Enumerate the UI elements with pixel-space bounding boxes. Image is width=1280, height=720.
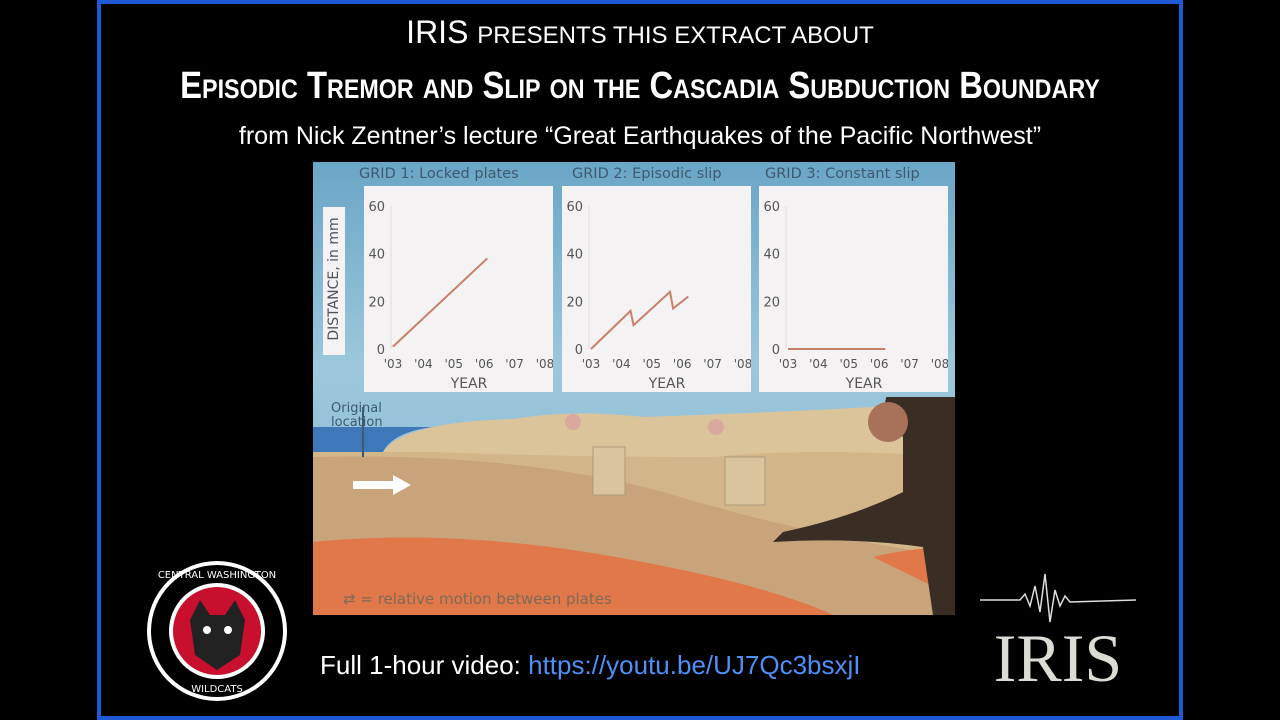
presenter-silhouette (773, 397, 955, 615)
svg-text:IRIS: IRIS (994, 620, 1122, 686)
x-tick-label: '03 (384, 357, 403, 371)
lecture-subtitle: from Nick Zentner’s lecture “Great Earth… (238, 122, 1042, 150)
x-tick-label: '05 (840, 357, 859, 371)
x-tick-label: '06 (870, 357, 889, 371)
plate-motion-arrow (353, 475, 411, 495)
footer-video-link: Full 1-hour video: https://youtu.be/UJ7Q… (320, 650, 861, 681)
chart-title-3: GRID 3: Constant slip (765, 166, 920, 182)
chart-1: 0 20 40 60 '03 '04 '05 '06 '07 '08 YEAR (368, 200, 553, 392)
y-tick-label: 40 (368, 248, 385, 263)
x-tick-label: '07 (505, 357, 524, 371)
x-tick-label: '03 (582, 357, 601, 371)
svg-text:CENTRAL WASHINGTON: CENTRAL WASHINGTON (158, 570, 276, 581)
y-tick-label: 0 (772, 343, 780, 358)
y-tick-label: 20 (566, 295, 583, 310)
legend-text: = relative motion between plates (360, 590, 612, 608)
x-tick-label: '04 (809, 357, 828, 371)
x-axis-label: YEAR (450, 376, 488, 392)
presents-text: presents this extract about (477, 22, 874, 49)
y-axis-label-box: DISTANCE, in mm (323, 207, 345, 355)
y-tick-label: 0 (377, 343, 385, 358)
svg-text:WILDCATS: WILDCATS (191, 684, 243, 695)
iris-logo: IRIS (980, 573, 1136, 686)
y-tick-label: 40 (763, 248, 780, 263)
lecture-photo: DISTANCE, in mm GRID 1: Locked plates GR… (313, 162, 955, 615)
cwu-wildcats-logo: CENTRAL WASHINGTON WILDCATS (147, 561, 287, 701)
y-tick-label: 40 (566, 248, 583, 263)
footer-label: Full 1-hour video: (320, 650, 521, 680)
data-line (392, 257, 488, 348)
x-tick-label: '04 (414, 357, 433, 371)
y-tick-label: 20 (763, 295, 780, 310)
x-tick-label: '04 (612, 357, 631, 371)
video-title: Episodic Tremor and Slip on the Cascadia… (180, 65, 1100, 107)
x-tick-label: '07 (900, 357, 919, 371)
chart-3: 0 20 40 60 '03 '04 '05 '06 '07 '08 YEAR (763, 200, 948, 392)
chart-title-1: GRID 1: Locked plates (359, 166, 519, 182)
intro-line: IRIS presents this extract about (0, 14, 1280, 51)
relative-motion-icon: ⇄ (343, 590, 356, 608)
x-tick-label: '08 (931, 357, 948, 371)
y-tick-label: 20 (368, 295, 385, 310)
youtube-link[interactable]: https://youtu.be/UJ7Qc3bsxjI (528, 650, 861, 680)
x-axis-label: YEAR (845, 376, 883, 392)
x-tick-label: '05 (445, 357, 464, 371)
x-tick-label: '08 (536, 357, 553, 371)
y-tick-label: 0 (575, 343, 583, 358)
chart-title-2: GRID 2: Episodic slip (572, 166, 722, 182)
brand-text: IRIS (406, 14, 469, 50)
x-tick-label: '07 (703, 357, 722, 371)
chart-panel-3: 0 20 40 60 '03 '04 '05 '06 '07 '08 YEAR (759, 186, 948, 392)
x-tick-label: '06 (673, 357, 692, 371)
chart-panel-1: 0 20 40 60 '03 '04 '05 '06 '07 '08 YEAR (364, 186, 553, 392)
x-axis-label: YEAR (648, 376, 686, 392)
original-location-label: Original location (331, 401, 383, 430)
y-tick-label: 60 (566, 200, 583, 215)
x-tick-label: '03 (779, 357, 798, 371)
slide-legend: ⇄ = relative motion between plates (343, 590, 612, 608)
chart-panel-2: 0 20 40 60 '03 '04 '05 '06 '07 '08 YEAR (562, 186, 751, 392)
x-tick-label: '08 (734, 357, 751, 371)
data-line (590, 289, 689, 350)
y-axis-label: DISTANCE, in mm (326, 217, 342, 341)
y-tick-label: 60 (763, 200, 780, 215)
chart-2: 0 20 40 60 '03 '04 '05 '06 '07 '08 YEAR (566, 200, 751, 392)
x-tick-label: '06 (475, 357, 494, 371)
subduction-diagram (313, 397, 955, 615)
y-tick-label: 60 (368, 200, 385, 215)
x-tick-label: '05 (643, 357, 662, 371)
